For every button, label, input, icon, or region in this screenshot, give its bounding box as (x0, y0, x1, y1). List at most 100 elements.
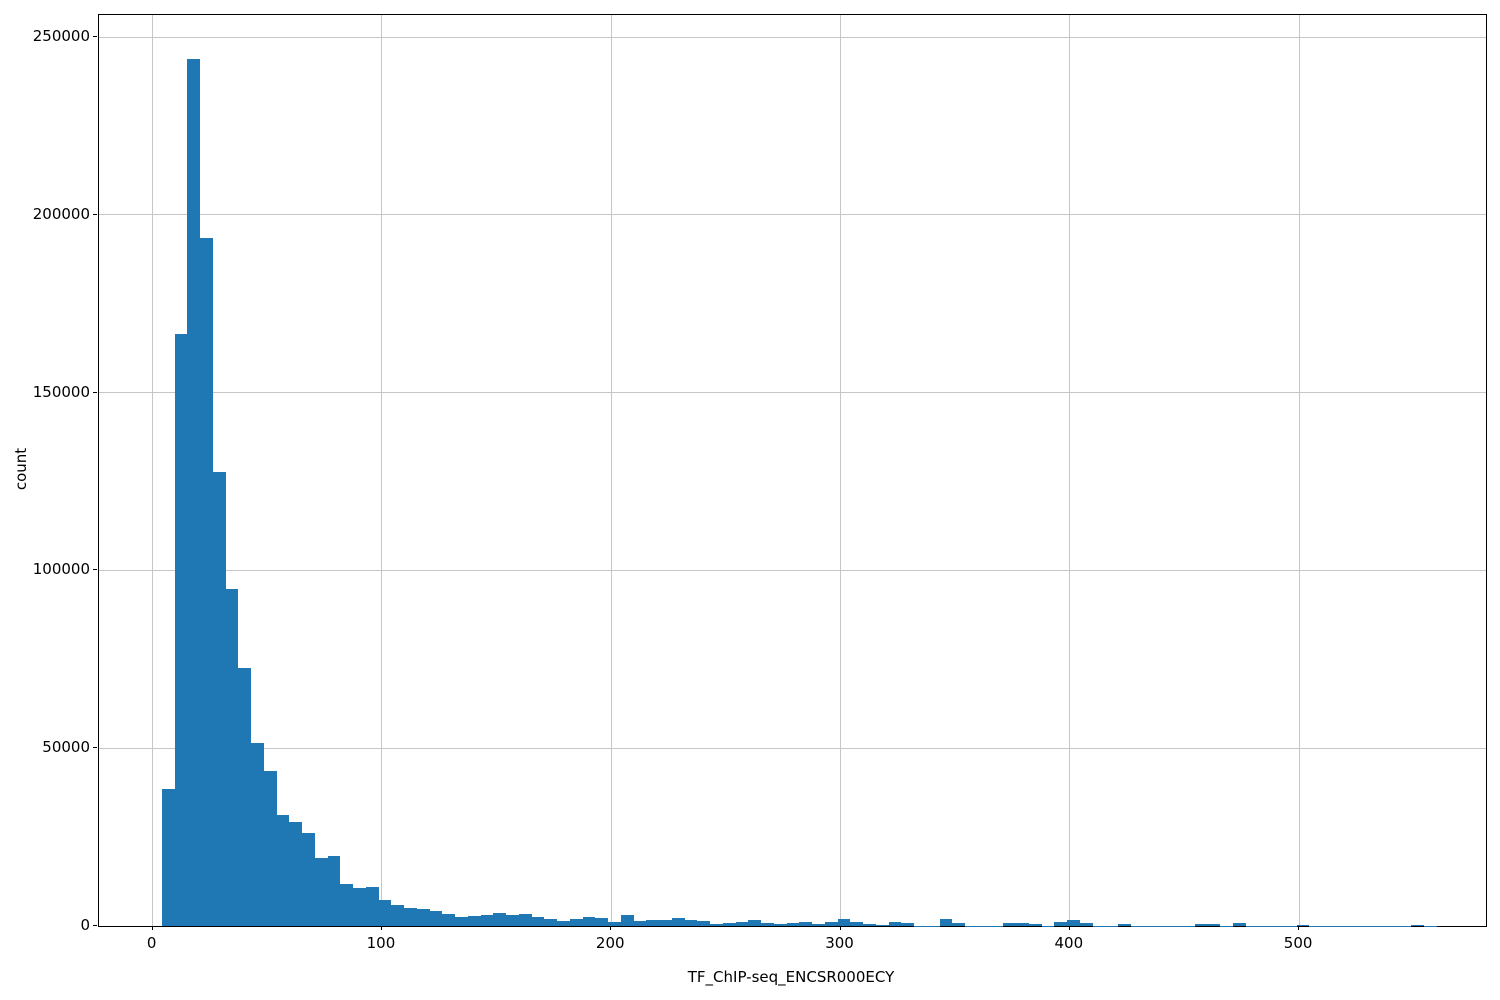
y-tick-label: 100000 (32, 560, 90, 579)
gridline-x (1298, 15, 1300, 926)
histogram-bar (314, 858, 328, 926)
histogram-bar (276, 815, 290, 926)
x-tick-label: 200 (595, 934, 625, 952)
histogram-bar (569, 918, 583, 926)
histogram-bar (722, 922, 736, 926)
histogram-bar (212, 471, 226, 926)
histogram-bar (888, 922, 902, 926)
histogram-bar (200, 237, 213, 926)
x-tick-label: 300 (825, 934, 854, 952)
histogram-bar (365, 886, 379, 926)
x-tick-mark (839, 926, 841, 930)
histogram-bar (1411, 924, 1425, 926)
gridline-y (99, 392, 1486, 394)
plot-area (98, 14, 1487, 927)
histogram-bar (263, 770, 277, 926)
histogram-bar (442, 914, 456, 926)
histogram-bar (748, 919, 762, 926)
histogram-bar (620, 915, 634, 926)
histogram-bar (1003, 922, 1017, 926)
y-axis-label: count (12, 447, 30, 491)
histogram-bar (1207, 924, 1221, 926)
y-tick-label: 150000 (32, 382, 90, 401)
y-tick-mark (93, 747, 97, 749)
histogram-bar (251, 742, 264, 926)
histogram-bar (1016, 922, 1029, 926)
histogram-bar (302, 833, 315, 926)
histogram-bar (289, 822, 303, 926)
histogram-bar (557, 921, 570, 926)
y-tick-mark (93, 569, 97, 571)
histogram-bar (340, 884, 354, 926)
histogram-bar (174, 334, 188, 926)
histogram-bar (875, 924, 889, 926)
y-tick-mark (93, 925, 97, 926)
y-tick-label: 200000 (32, 204, 90, 223)
x-tick-mark (151, 926, 153, 930)
histogram-bar (850, 921, 864, 926)
histogram-bar (761, 923, 774, 926)
histogram-bar (799, 922, 813, 926)
histogram-bar (429, 910, 443, 926)
x-tick-mark (1068, 926, 1070, 930)
gridline-y (99, 214, 1486, 216)
x-tick-label: 0 (146, 934, 157, 952)
histogram-bar (595, 918, 609, 926)
gridline-x (610, 15, 612, 926)
histogram-bar (1028, 924, 1042, 926)
histogram-bar (939, 919, 953, 926)
histogram-bar (1054, 922, 1068, 926)
histogram-bar (824, 922, 838, 926)
histogram-bar (633, 921, 647, 926)
gridline-y (99, 569, 1486, 571)
histogram-bar (582, 916, 596, 926)
histogram-bar (1079, 923, 1093, 926)
histogram-bar (455, 916, 468, 926)
histogram-bar (710, 923, 723, 926)
gridline-x (840, 15, 842, 926)
histogram-bar (837, 919, 851, 926)
histogram-bar (353, 887, 366, 926)
histogram-bar (608, 922, 621, 926)
histogram-bar (773, 924, 787, 926)
gridline-x (381, 15, 383, 926)
x-tick-label: 500 (1283, 934, 1313, 952)
histogram-bar (684, 919, 698, 926)
histogram-bar (238, 667, 252, 926)
gridline-y (99, 747, 1486, 749)
histogram-bar (1118, 924, 1131, 926)
histogram-bar (544, 919, 558, 926)
histogram-bar (161, 788, 175, 926)
x-tick-mark (1298, 926, 1300, 930)
y-tick-mark (93, 391, 97, 393)
gridline-x (1069, 15, 1071, 926)
histogram-bar (493, 913, 507, 926)
histogram-bar (786, 923, 800, 926)
y-tick-label: 0 (80, 916, 90, 934)
histogram-bar (659, 919, 672, 926)
histogram-bar (531, 916, 545, 926)
gridline-y (99, 36, 1486, 38)
histogram-bar (480, 914, 494, 926)
histogram-bar (901, 923, 915, 926)
histogram-bar (518, 914, 532, 926)
histogram-bar (506, 914, 519, 926)
x-axis-label: TF_ChIP-seq_ENCSR000ECY (687, 968, 895, 986)
x-tick-mark (380, 926, 382, 930)
histogram-bar (187, 59, 201, 926)
y-tick-label: 50000 (42, 738, 90, 757)
histogram-bar (1232, 922, 1246, 926)
histogram-bar (671, 918, 685, 926)
x-tick-label: 100 (366, 934, 396, 952)
histogram-bar (735, 921, 749, 926)
histogram-bar (1296, 924, 1310, 926)
histogram-bar (467, 916, 481, 926)
histogram-bar (812, 923, 825, 926)
gridline-x (152, 15, 154, 926)
histogram-bar (646, 919, 660, 926)
y-tick-mark (93, 213, 97, 215)
histogram-bar (416, 909, 430, 926)
histogram-bar (1194, 924, 1208, 926)
histogram-bar (225, 589, 239, 926)
